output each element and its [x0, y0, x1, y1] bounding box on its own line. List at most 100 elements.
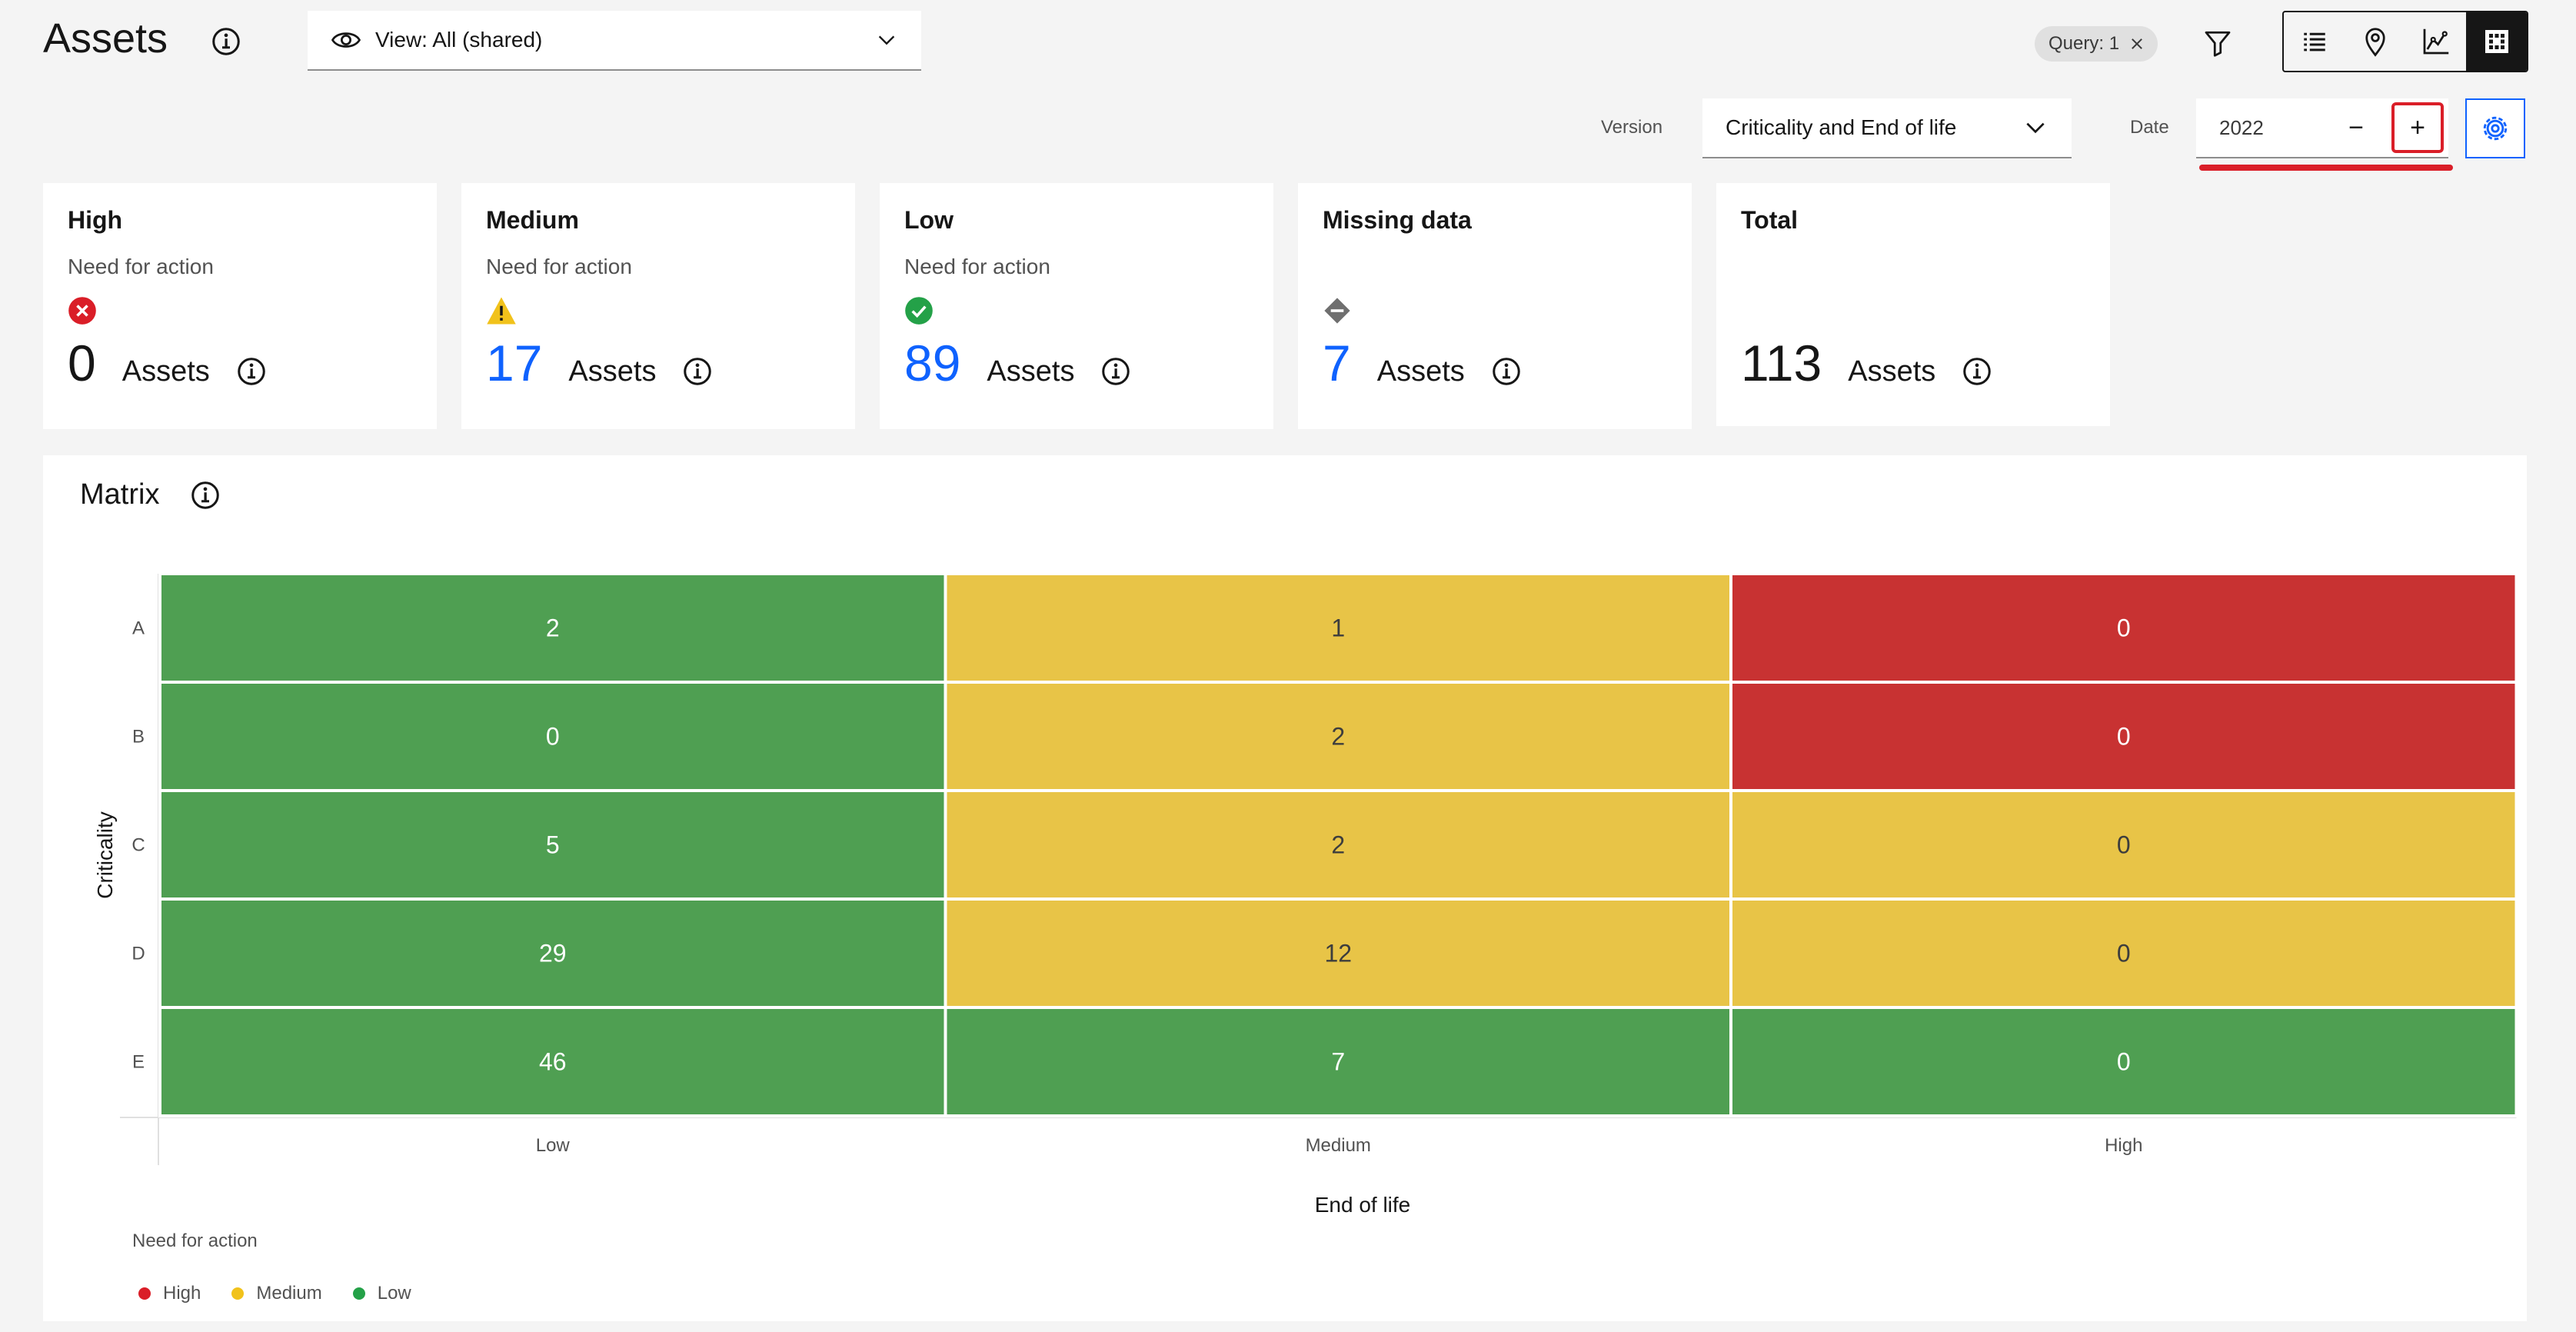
map-view-button[interactable]	[2345, 12, 2405, 71]
card-title: Total	[1741, 206, 1799, 234]
legend: High Medium Low	[138, 1283, 411, 1304]
heatmap-cell[interactable]	[1729, 897, 2518, 1009]
y-tick-label: D	[131, 944, 145, 964]
info-icon[interactable]	[1100, 356, 1131, 387]
version-select[interactable]: Criticality and End of life	[1702, 98, 2072, 158]
legend-title: Need for action	[132, 1230, 258, 1251]
eye-icon	[331, 25, 361, 55]
x-tick-label: High	[2105, 1135, 2142, 1156]
view-select[interactable]: View: All (shared)	[308, 11, 921, 71]
legend-label: Medium	[256, 1283, 322, 1304]
card-value[interactable]: 17	[486, 335, 543, 391]
query-tag: Query: 1	[2035, 26, 2158, 62]
missing-data-icon	[1323, 296, 1667, 327]
version-select-value: Criticality and End of life	[1726, 115, 1957, 139]
heatmap-cell[interactable]	[158, 681, 947, 792]
card-unit: Assets	[987, 355, 1075, 388]
x-tick-label: Low	[536, 1135, 571, 1156]
highlight-underline	[2199, 165, 2453, 171]
page-title: Assets	[43, 15, 168, 62]
date-decrement-button[interactable]: −	[2348, 112, 2364, 142]
cell-value: 0	[2117, 723, 2131, 751]
info-icon[interactable]	[682, 356, 713, 387]
card-unit: Assets	[1376, 355, 1465, 388]
info-icon[interactable]	[1962, 356, 1992, 387]
cell-value: 0	[2117, 940, 2131, 967]
cell-value: 0	[546, 723, 560, 751]
heatmap-cell[interactable]	[1729, 1006, 2518, 1117]
card-title: Medium	[486, 206, 579, 234]
card-value: 113	[1741, 335, 1822, 391]
legend-label: High	[163, 1283, 201, 1304]
view-switcher	[2282, 11, 2528, 72]
info-icon[interactable]	[211, 26, 241, 57]
list-view-button[interactable]	[2284, 12, 2345, 71]
chart-view-button[interactable]	[2405, 12, 2466, 71]
legend-item-medium: Medium	[231, 1283, 322, 1304]
legend-dot	[352, 1287, 365, 1300]
heatmap-cell[interactable]	[158, 897, 947, 1009]
card-subtitle: Need for action	[68, 255, 214, 278]
cell-value: 5	[546, 831, 560, 859]
date-input[interactable]: 2022	[2219, 115, 2264, 139]
card-value[interactable]: 89	[904, 335, 961, 391]
warning-icon	[486, 296, 830, 327]
heatmap-cell[interactable]	[944, 1006, 1732, 1117]
location-icon	[2360, 26, 2391, 57]
filter-icon	[2202, 28, 2233, 58]
date-increment-button[interactable]: +	[2387, 98, 2448, 158]
cell-value: 2	[546, 614, 560, 642]
x-tick-label: Medium	[1306, 1135, 1371, 1156]
close-icon[interactable]	[2128, 35, 2145, 52]
legend-dot	[231, 1287, 245, 1300]
filter-button[interactable]	[2196, 22, 2239, 65]
query-tag-label: Query: 1	[2048, 33, 2120, 54]
legend-dot	[138, 1287, 151, 1300]
gear-icon	[2479, 112, 2511, 145]
card-unit: Assets	[1848, 355, 1936, 388]
heatmap-cell[interactable]	[1729, 789, 2518, 901]
matrix-header: Matrix	[80, 478, 221, 511]
legend-item-low: Low	[352, 1283, 411, 1304]
cell-value: 29	[539, 940, 567, 967]
view-select-label: View: All (shared)	[375, 28, 543, 52]
cell-value: 1	[1331, 614, 1345, 642]
y-tick-label: A	[132, 618, 145, 639]
chevron-down-icon	[875, 28, 898, 52]
matrix-view-button[interactable]	[2466, 12, 2527, 71]
card-subtitle: Need for action	[904, 255, 1050, 278]
heatmap-cell[interactable]	[944, 897, 1732, 1009]
info-icon[interactable]	[190, 480, 221, 511]
card-value[interactable]: 7	[1323, 335, 1351, 391]
y-axis-label: Criticality	[93, 811, 117, 899]
cell-value: 2	[1331, 723, 1345, 751]
heatmap-cell[interactable]	[158, 789, 947, 901]
check-icon	[904, 296, 1249, 327]
y-tick-label: B	[132, 727, 145, 748]
card-medium: Medium Need for action 17 Assets	[461, 183, 855, 429]
card-total: Total 113 Assets	[1716, 183, 2110, 426]
cell-value: 46	[539, 1048, 567, 1076]
y-tick-label: C	[131, 835, 145, 856]
card-missing-data: Missing data 7 Assets	[1298, 183, 1692, 429]
cell-value: 2	[1331, 831, 1345, 859]
heatmap-cell[interactable]	[944, 789, 1732, 901]
heatmap-cell[interactable]	[944, 572, 1732, 684]
line-chart-icon	[2421, 26, 2451, 57]
card-title: Low	[904, 206, 954, 234]
grid-icon	[2481, 26, 2512, 57]
cell-value: 0	[2117, 614, 2131, 642]
settings-button[interactable]	[2465, 98, 2525, 158]
info-icon[interactable]	[236, 356, 267, 387]
card-low: Low Need for action 89 Assets	[880, 183, 1273, 429]
card-unit: Assets	[568, 355, 657, 388]
cell-value: 12	[1324, 940, 1352, 967]
date-field: 2022 − +	[2196, 98, 2448, 158]
card-value: 0	[68, 335, 96, 391]
card-subtitle: Need for action	[486, 255, 632, 278]
cell-value: 0	[2117, 1048, 2131, 1076]
card-unit: Assets	[121, 355, 210, 388]
list-icon	[2299, 26, 2330, 57]
heatmap-cell[interactable]	[1729, 681, 2518, 792]
info-icon[interactable]	[1491, 356, 1522, 387]
